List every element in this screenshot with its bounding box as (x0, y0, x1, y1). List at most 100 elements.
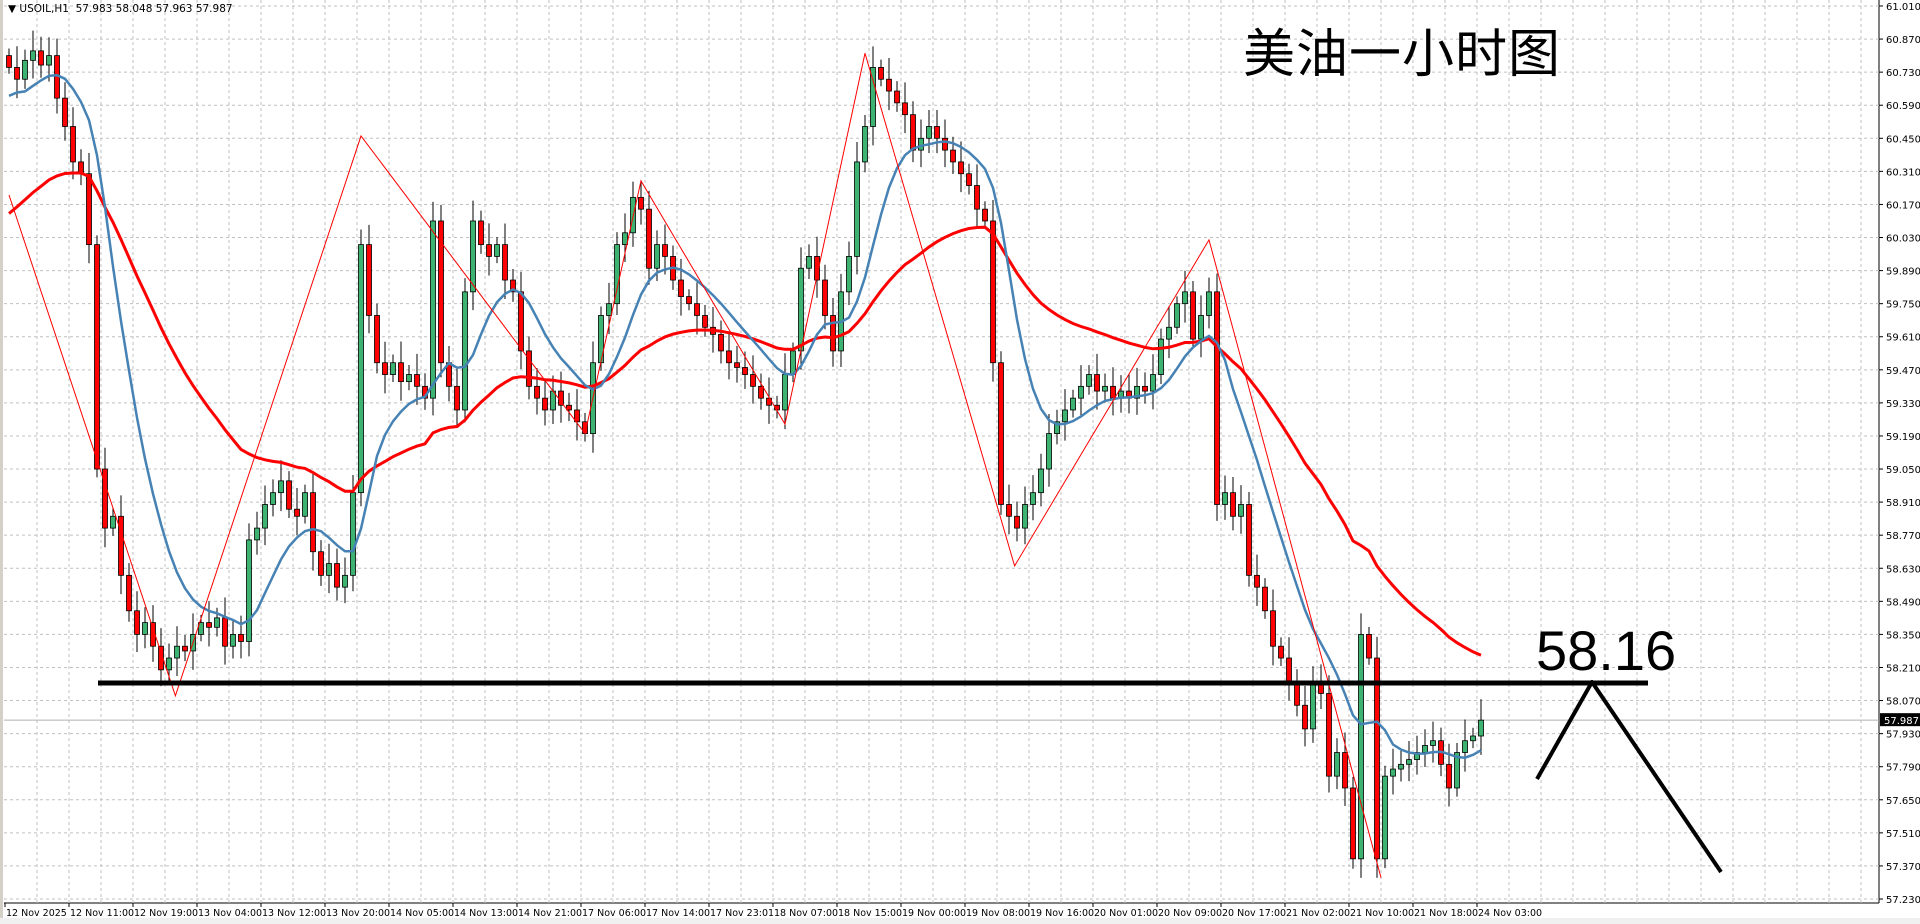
bull-candle (1062, 409, 1068, 423)
bull-candle (1134, 385, 1140, 399)
bull-candle (1358, 634, 1364, 860)
bear-candle (910, 114, 916, 151)
bear-candle (94, 244, 100, 470)
slow-moving-average-line (8, 171, 1482, 657)
bull-candle (1054, 421, 1060, 435)
x-tick-label: 18 Nov 15:00 (838, 908, 902, 919)
current-price-label: 57.987 (1884, 716, 1919, 727)
x-tick-label: 20 Nov 09:00 (1158, 908, 1222, 919)
bear-candle (638, 196, 644, 210)
bull-candle (198, 622, 204, 635)
bull-candle (654, 244, 660, 269)
bear-candle (1230, 492, 1236, 517)
bull-candle (494, 244, 500, 257)
y-tick-label: 60.310 (1886, 167, 1920, 178)
x-tick-label: 21 Nov 02:00 (1286, 908, 1350, 919)
bear-candle (558, 390, 564, 406)
bear-candle (718, 333, 724, 352)
bull-candle (806, 256, 812, 269)
bull-candle (870, 67, 876, 127)
bear-candle (86, 173, 92, 246)
x-tick-label: 19 Nov 00:00 (902, 908, 966, 919)
bull-candle (462, 291, 468, 411)
bull-candle (270, 492, 276, 505)
x-tick-label: 13 Nov 04:00 (198, 908, 262, 919)
bull-candle (30, 50, 36, 61)
bear-candle (1142, 385, 1148, 392)
bear-candle (486, 244, 492, 257)
bear-candle (238, 634, 244, 642)
bull-candle (1238, 504, 1244, 517)
bear-candle (1366, 634, 1372, 659)
bear-candle (726, 350, 732, 364)
bear-candle (158, 645, 164, 671)
y-tick-label: 58.770 (1886, 531, 1920, 542)
bull-candle (302, 492, 308, 517)
bear-candle (1014, 515, 1020, 529)
bear-candle (1006, 504, 1012, 517)
bear-candle (822, 279, 828, 316)
bull-candle (1422, 745, 1428, 753)
bear-candle (902, 102, 908, 116)
current-price-box (1880, 713, 1920, 727)
bear-candle (6, 55, 12, 68)
bull-candle (614, 244, 620, 305)
bear-candle (966, 173, 972, 186)
fast-moving-average-line (8, 73, 1482, 759)
bear-candle (366, 244, 372, 316)
bull-candle (390, 362, 396, 375)
bull-candle (430, 220, 436, 399)
bear-candle (518, 291, 524, 352)
collapse-triangle-icon[interactable]: ▼ (8, 3, 20, 15)
bear-candle (414, 374, 420, 387)
bear-candle (1326, 693, 1332, 777)
y-tick-label: 59.050 (1886, 465, 1920, 476)
y-tick-label: 58.490 (1886, 597, 1920, 608)
bear-candle (38, 50, 44, 66)
bull-candle (606, 303, 612, 316)
y-tick-label: 60.870 (1886, 35, 1920, 46)
bull-candle (22, 59, 28, 80)
bull-candle (862, 126, 868, 163)
x-tick-label: 14 Nov 05:00 (390, 908, 454, 919)
x-tick-label: 17 Nov 14:00 (646, 908, 710, 919)
bull-candle (1158, 338, 1164, 375)
bear-candle (70, 126, 76, 163)
x-tick-label: 19 Nov 08:00 (966, 908, 1030, 919)
bear-candle (1342, 752, 1348, 789)
bull-candle (1166, 326, 1172, 340)
x-tick-label: 13 Nov 12:00 (262, 908, 326, 919)
zigzag-line (8, 53, 1382, 878)
y-tick-label: 57.510 (1886, 829, 1920, 840)
bull-candle (1398, 763, 1404, 770)
bear-candle (734, 362, 740, 368)
bear-candle (454, 385, 460, 411)
bear-candle (1270, 610, 1276, 647)
x-tick-label: 17 Nov 23:01 (710, 908, 774, 919)
bear-candle (102, 468, 108, 529)
bear-candle (686, 296, 692, 305)
bear-candle (398, 362, 404, 383)
bear-candle (1094, 374, 1100, 392)
y-tick-label: 58.070 (1886, 697, 1920, 708)
bull-candle (1462, 740, 1468, 753)
bear-candle (1446, 763, 1452, 789)
bear-candle (526, 350, 532, 387)
bear-candle (374, 315, 380, 364)
bull-candle (1150, 374, 1156, 392)
bull-candle (846, 256, 852, 293)
y-tick-label: 59.470 (1886, 366, 1920, 377)
window-edge (0, 0, 3, 924)
bear-candle (1190, 291, 1196, 340)
bull-candle (798, 267, 804, 352)
bear-candle (950, 149, 956, 163)
x-tick-label: 20 Nov 01:00 (1094, 908, 1158, 919)
status-strip (0, 918, 1920, 924)
bull-candle (1174, 303, 1180, 328)
bear-candle (206, 622, 212, 628)
bull-candle (622, 232, 628, 246)
bull-candle (342, 574, 348, 588)
bear-candle (310, 492, 316, 553)
x-tick-label: 17 Nov 06:00 (582, 908, 646, 919)
